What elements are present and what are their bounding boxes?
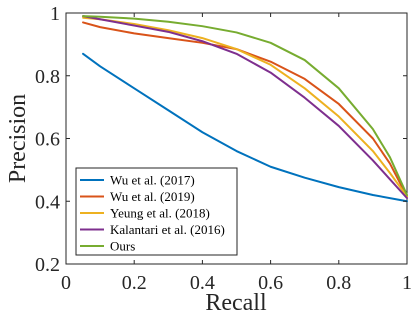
x-tick-label-4: 0.8 xyxy=(326,272,351,294)
y-tick-label-3: 0.8 xyxy=(35,66,60,88)
x-axis-label: Recall xyxy=(205,290,267,316)
legend-label-3: Kalantari et al. (2016) xyxy=(110,222,225,237)
series-line-1 xyxy=(82,21,408,198)
series-layer xyxy=(82,15,408,203)
y-tick-label-0: 0.2 xyxy=(35,254,60,276)
x-tick-label-2: 0.4 xyxy=(190,272,215,294)
legend-label-0: Wu et al. (2017) xyxy=(110,173,195,188)
y-tick-label-4: 1 xyxy=(50,3,60,25)
y-tick-label-2: 0.6 xyxy=(35,129,60,151)
legend-entries: Wu et al. (2017)Wu et al. (2019) Yeung et… xyxy=(80,173,225,254)
legend-box xyxy=(75,167,238,256)
y-axis-label: Precision xyxy=(5,94,31,183)
x-tick-label-5: 1 xyxy=(402,272,411,294)
y-tick-label-1: 0.4 xyxy=(35,191,60,213)
series-line-2 xyxy=(82,16,408,198)
x-tick-label-1: 0.2 xyxy=(122,272,147,294)
series-line-4 xyxy=(82,15,408,196)
legend-label-4: Ours xyxy=(110,239,135,254)
series-line-3 xyxy=(82,15,408,200)
legend-label-1: Wu et al. (2019) xyxy=(110,189,195,204)
legend: Wu et al. (2017)Wu et al. (2019) Yeung et… xyxy=(75,167,238,256)
series-line-0 xyxy=(82,52,408,203)
x-tick-label-3: 0.6 xyxy=(258,272,283,294)
x-tick-label-0: 0 xyxy=(61,272,71,294)
legend-label-2: Yeung et al. (2018) xyxy=(110,206,210,221)
ticks-layer xyxy=(65,12,408,265)
tick-labels-layer: 0 0.2 0.4 0.6 0.8 10.20.40.60.81 xyxy=(35,3,411,294)
